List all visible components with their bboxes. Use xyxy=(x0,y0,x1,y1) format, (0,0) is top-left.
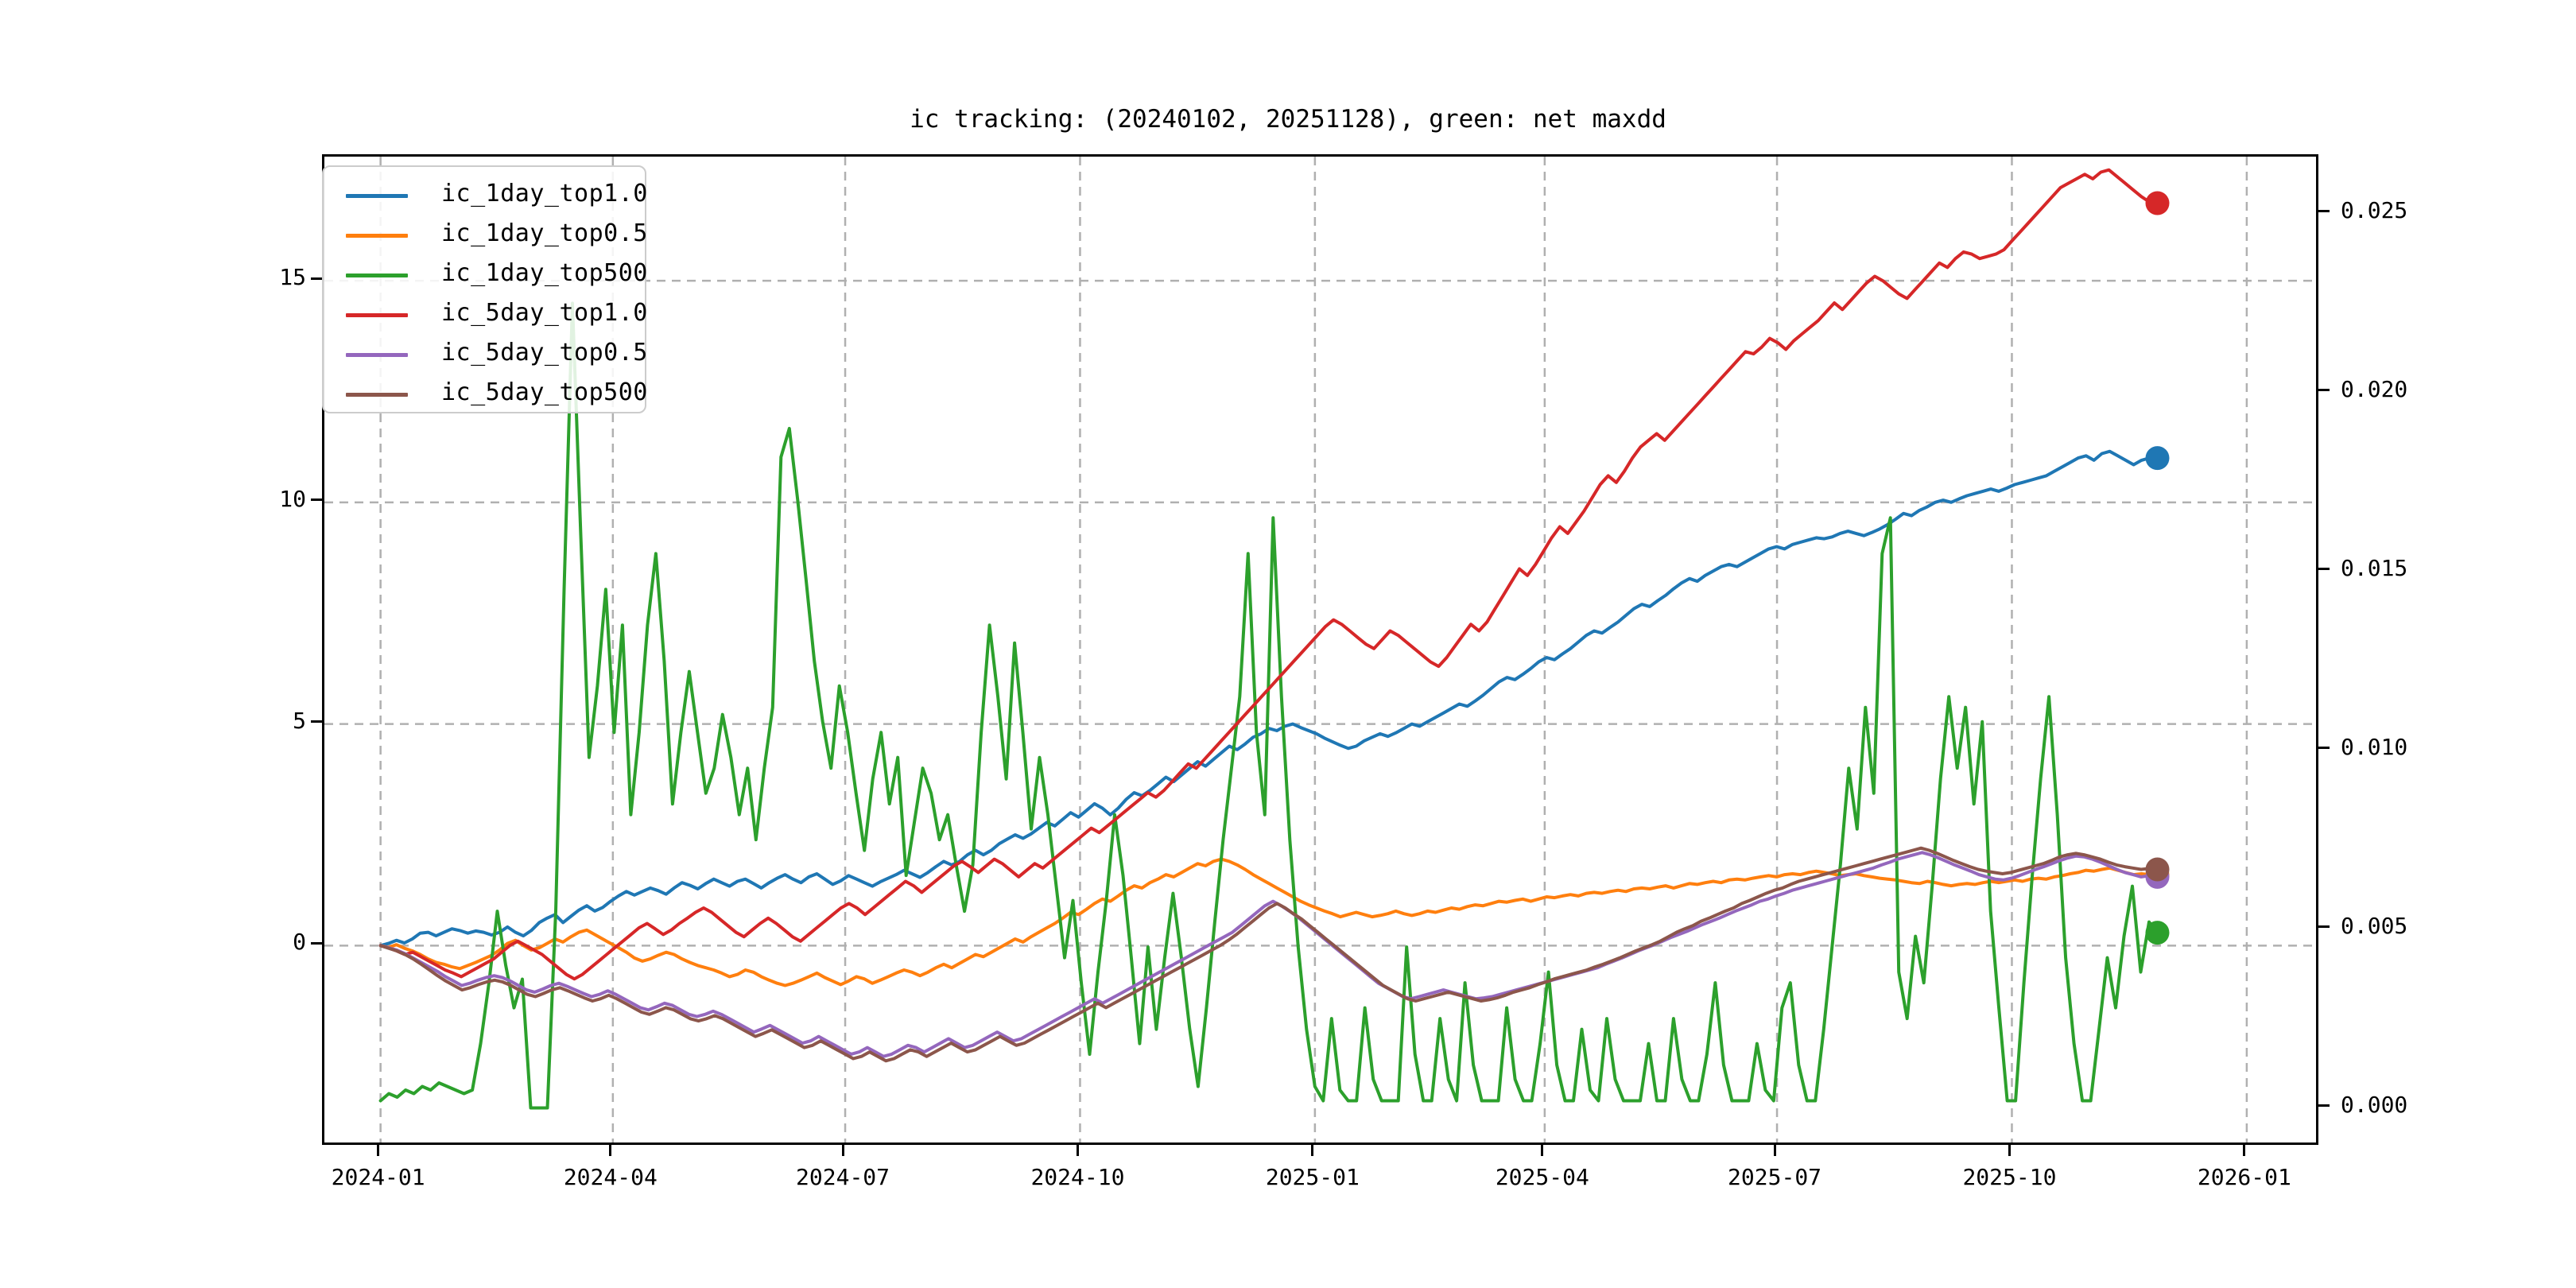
x-tick-mark xyxy=(841,1145,844,1156)
left-y-tick-mark xyxy=(311,720,322,724)
right-y-tick-label: 0.010 xyxy=(2341,733,2408,760)
x-tick-label: 2025-10 xyxy=(1962,1164,2057,1190)
chart-legend[interactable]: ic_1day_top1.0 ic_1day_top0.5 ic_1day_top5… xyxy=(322,165,648,415)
right-y-tick-label: 0.000 xyxy=(2341,1091,2408,1118)
x-tick-label: 2024-10 xyxy=(1030,1164,1125,1190)
left-y-tick-label: 15 xyxy=(279,264,306,291)
left-y-tick-label: 10 xyxy=(279,485,306,512)
series-endpoint-marker-ic-1day-top500 xyxy=(2145,921,2170,945)
legend-color-swatch-icon xyxy=(346,313,408,317)
left-y-tick-mark xyxy=(311,941,322,945)
x-tick-mark xyxy=(377,1145,380,1156)
right-y-tick-label: 0.020 xyxy=(2341,375,2408,402)
left-y-tick-label: 0 xyxy=(293,929,306,956)
legend-item-label: ic_5day_top1.0 xyxy=(441,299,648,327)
left-y-tick-label: 5 xyxy=(293,707,306,734)
data-layer xyxy=(378,168,2170,1110)
x-tick-label: 2024-04 xyxy=(563,1164,658,1190)
series-endpoint-marker-ic-5day-top1-0 xyxy=(2145,191,2170,215)
legend-item-ic-1day-top500[interactable]: ic_1day_top500 xyxy=(324,254,648,296)
legend-color-swatch-icon xyxy=(346,194,408,198)
series-line-ic-1day-top0-5 xyxy=(378,857,2159,987)
chart-title: ic tracking: (20240102, 20251128), green… xyxy=(910,105,1666,134)
right-y-tick-mark xyxy=(2318,925,2330,929)
series-line-ic-1day-top1-0 xyxy=(378,449,2159,948)
legend-item-label: ic_1day_top0.5 xyxy=(441,219,648,247)
legend-item-label: ic_1day_top500 xyxy=(441,259,648,287)
legend-item-ic-5day-top0-5[interactable]: ic_5day_top0.5 xyxy=(324,334,648,375)
legend-item-label: ic_5day_top500 xyxy=(441,378,648,406)
series-endpoint-marker-ic-1day-top1-0 xyxy=(2145,446,2170,471)
right-y-tick-label: 0.015 xyxy=(2341,554,2408,581)
right-y-tick-mark xyxy=(2318,747,2330,750)
legend-color-swatch-icon xyxy=(346,353,408,357)
x-tick-label: 2025-01 xyxy=(1265,1164,1360,1190)
right-y-tick-label: 0.005 xyxy=(2341,912,2408,939)
legend-item-ic-1day-top1-0[interactable]: ic_1day_top1.0 xyxy=(324,175,648,216)
legend-color-swatch-icon xyxy=(346,274,408,277)
x-tick-label: 2025-04 xyxy=(1495,1164,1589,1190)
legend-item-ic-5day-top1-0[interactable]: ic_5day_top1.0 xyxy=(324,294,648,336)
series-endpoint-marker-ic-5day-top500 xyxy=(2145,857,2170,882)
x-tick-mark xyxy=(1076,1145,1079,1156)
plot-area xyxy=(322,154,2318,1145)
left-y-tick-mark xyxy=(311,277,322,280)
legend-color-swatch-icon xyxy=(346,393,408,397)
x-tick-mark xyxy=(609,1145,612,1156)
right-y-tick-mark xyxy=(2318,210,2330,213)
x-tick-mark xyxy=(2008,1145,2011,1156)
x-tick-mark xyxy=(1773,1145,1776,1156)
x-tick-mark xyxy=(1541,1145,1544,1156)
x-tick-mark xyxy=(1311,1145,1314,1156)
x-tick-label: 2024-01 xyxy=(331,1164,425,1190)
x-tick-label: 2026-01 xyxy=(2197,1164,2291,1190)
x-tick-label: 2024-07 xyxy=(796,1164,890,1190)
legend-item-ic-1day-top0-5[interactable]: ic_1day_top0.5 xyxy=(324,215,648,256)
left-y-tick-mark xyxy=(311,499,322,502)
legend-item-ic-5day-top500[interactable]: ic_5day_top500 xyxy=(324,374,648,415)
series-line-ic-1day-top500 xyxy=(378,301,2159,1110)
legend-item-label: ic_1day_top1.0 xyxy=(441,180,648,208)
x-tick-label: 2025-07 xyxy=(1728,1164,1822,1190)
legend-color-swatch-icon xyxy=(346,234,408,238)
series-line-ic-5day-top0-5 xyxy=(378,851,2159,1058)
right-y-tick-label: 0.025 xyxy=(2341,196,2408,223)
right-y-tick-mark xyxy=(2318,1104,2330,1108)
grid-layer xyxy=(324,157,2316,1143)
legend-item-label: ic_5day_top0.5 xyxy=(441,339,648,367)
series-line-ic-5day-top1-0 xyxy=(378,168,2159,981)
x-tick-mark xyxy=(2243,1145,2246,1156)
series-line-ic-5day-top500 xyxy=(378,846,2159,1063)
right-y-tick-mark xyxy=(2318,568,2330,571)
right-y-tick-mark xyxy=(2318,389,2330,392)
